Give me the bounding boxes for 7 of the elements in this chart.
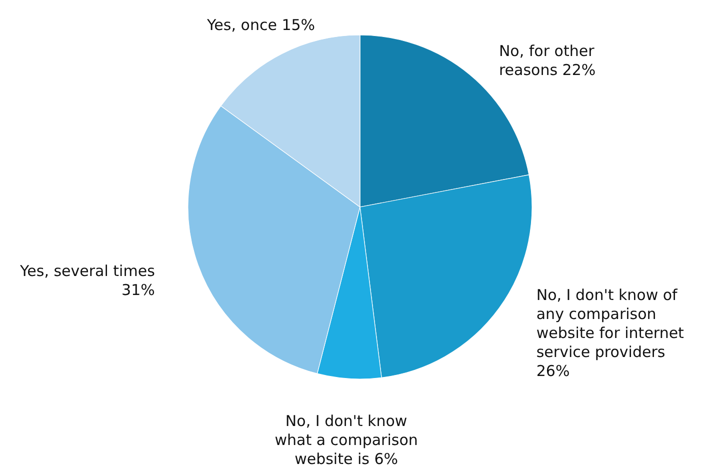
data-label: 31% — [122, 280, 155, 299]
data-label: 26% — [536, 362, 570, 380]
slice-label: No, for other reasons 22% — [498, 42, 596, 80]
slice-label: Yes, several times — [18, 262, 156, 280]
slice-label: No, I don't know what a comparison website is 6% — [274, 412, 418, 468]
slice-label: No, I don't know of any comparison website for internet service providers — [536, 286, 684, 362]
slice-label: Yes, once 15% — [206, 16, 316, 34]
